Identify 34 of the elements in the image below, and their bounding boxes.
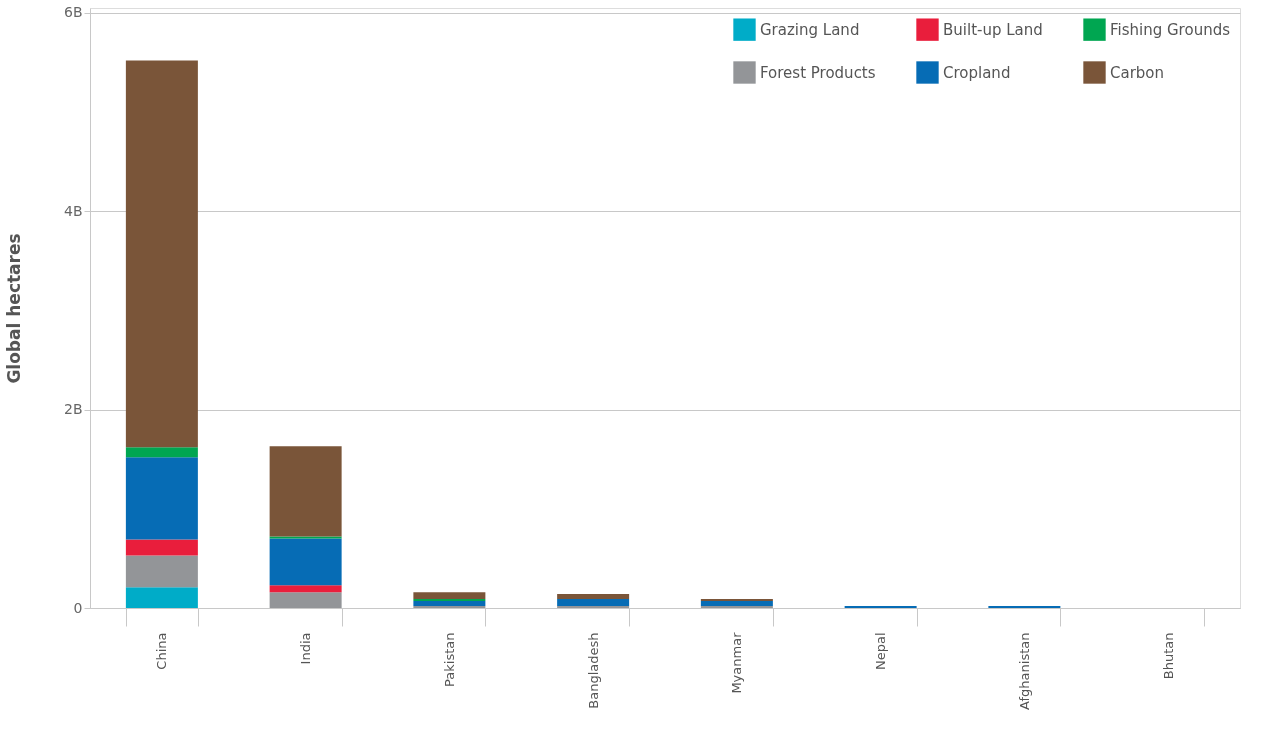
y-axis-title: Global hectares	[3, 233, 24, 384]
bar	[269, 592, 342, 608]
y-tick-label: 2B	[63, 401, 83, 418]
bar	[413, 601, 486, 607]
bar	[269, 585, 342, 593]
y-tick-label: 4B	[63, 202, 83, 219]
legend-label: Carbon	[1110, 63, 1165, 82]
x-tick-label: Myanmar	[729, 631, 745, 694]
legend-label: Forest Products	[760, 63, 876, 82]
legend-label: Grazing Land	[760, 20, 860, 39]
bar	[125, 539, 198, 556]
legend-label: Fishing Grounds	[1110, 20, 1231, 39]
bar	[269, 538, 342, 586]
legend-label: Built-up Land	[943, 20, 1043, 39]
bar	[557, 594, 630, 600]
x-tick-label: Nepal	[873, 632, 889, 671]
y-tick-label: 6B	[63, 4, 83, 21]
bar	[125, 60, 198, 448]
bar	[125, 447, 198, 458]
x-tick-label: China	[154, 632, 170, 670]
x-tick-label: Bangladesh	[585, 632, 601, 709]
x-tick-label: Afghanistan	[1016, 632, 1032, 710]
x-tick-label: Bhutan	[1160, 632, 1176, 680]
bar	[700, 601, 773, 607]
x-tick-label: India	[298, 632, 314, 665]
y-tick-label: 0	[73, 599, 83, 616]
bar	[125, 457, 198, 540]
bar	[125, 555, 198, 588]
bar	[413, 592, 486, 600]
bar	[269, 446, 342, 537]
x-tick-label: Pakistan	[441, 632, 457, 687]
bar	[125, 587, 198, 608]
legend-label: Cropland	[943, 63, 1011, 82]
bar	[557, 599, 630, 607]
